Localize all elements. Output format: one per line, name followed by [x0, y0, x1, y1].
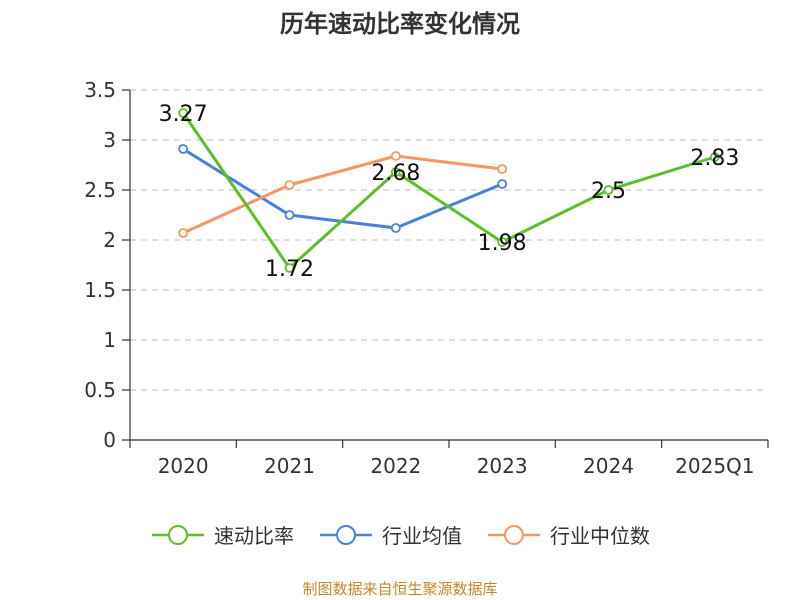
y-tick-label: 2: [103, 228, 116, 252]
data-label: 3.27: [159, 102, 208, 127]
legend-marker: [336, 524, 356, 545]
legend-marker: [168, 524, 188, 545]
legend-swatch-0: [152, 524, 204, 545]
axes: [129, 90, 768, 441]
legend-label-2: 行业中位数: [550, 524, 650, 548]
data-point-1: [284, 210, 295, 220]
data-point-2: [497, 164, 508, 174]
data-point-0: [709, 152, 720, 162]
legend-item-series-2[interactable]: 行业中位数: [486, 520, 650, 549]
x-tick-label: 2022: [370, 454, 421, 478]
grid-lines: [130, 89, 768, 391]
x-tick-label: 2024: [583, 454, 634, 478]
x-tick-label: 2021: [264, 454, 315, 478]
data-point-0: [390, 167, 401, 177]
legend-swatch-1: [320, 524, 372, 545]
data-label: 1.98: [478, 231, 527, 256]
data-point-2: [178, 228, 189, 238]
legend-label-1: 行业均值: [382, 524, 462, 548]
y-tick-label: 3: [103, 128, 116, 152]
y-tick-label: 1.5: [84, 278, 116, 302]
series-line-0: [181, 112, 716, 270]
legend: 速动比率 行业均值 行业中位数: [0, 520, 800, 549]
x-tick-label: 2020: [158, 454, 209, 478]
source-note: 制图数据来自恒生聚源数据库: [302, 580, 498, 598]
y-tick-label: 0: [103, 428, 116, 452]
data-point-0: [603, 185, 614, 195]
data-point-0: [178, 108, 189, 118]
data-point-2: [390, 151, 401, 161]
data-point-1: [390, 223, 401, 233]
data-point-0: [284, 263, 295, 273]
x-tick-label: 2023: [477, 454, 528, 478]
data-point-1: [178, 144, 189, 154]
data-label: 2.83: [690, 146, 739, 171]
x-tick-label: 2025Q1: [675, 454, 754, 478]
y-tick-label: 0.5: [84, 378, 116, 402]
y-tick-label: 3.5: [84, 78, 116, 102]
series-line-2: [182, 154, 503, 235]
legend-item-series-1[interactable]: 行业均值: [318, 520, 462, 549]
y-axis-ticks: 0 0.5 1 1.5 2 2.5 3 3.5: [84, 78, 130, 452]
y-tick-label: 1: [103, 328, 116, 352]
y-tick-label: 2.5: [84, 178, 116, 202]
data-point-0: [497, 237, 508, 247]
series-line-1: [182, 147, 503, 230]
x-axis-ticks: 2020 2021 2022 2023 2024 2025Q1: [129, 440, 769, 478]
data-label: 1.72: [265, 257, 314, 282]
data-label: 2.68: [371, 161, 420, 186]
data-point-2: [284, 180, 295, 190]
legend-swatch-2: [488, 524, 540, 545]
legend-item-series-0[interactable]: 速动比率: [150, 520, 294, 549]
data-point-1: [497, 179, 508, 189]
data-labels: 3.27 1.72 2.68 1.98 2.5 2.83: [159, 102, 740, 282]
data-label: 2.5: [591, 179, 626, 204]
series-lines: [178, 108, 720, 273]
legend-marker: [504, 524, 524, 545]
chart-title: 历年速动比率变化情况: [280, 10, 520, 38]
legend-label-0: 速动比率: [214, 524, 294, 548]
